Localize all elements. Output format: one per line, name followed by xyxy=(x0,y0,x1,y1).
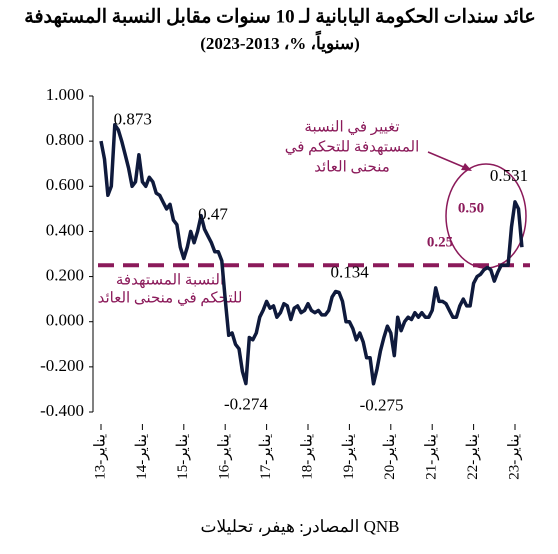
x-tick-label: يناير-15 xyxy=(175,434,191,480)
x-tick-label: يناير-13 xyxy=(92,434,108,480)
source-note: المصادر: هيفر، تحليلات QNB xyxy=(201,517,400,537)
data-label: 0.47 xyxy=(198,205,228,224)
x-tick-label: يناير-16 xyxy=(217,434,233,480)
x-tick-label: يناير-18 xyxy=(299,434,315,480)
arrow xyxy=(427,151,467,169)
y-tick-label: 1.000 xyxy=(46,85,84,104)
x-tick-label: يناير-21 xyxy=(424,434,440,480)
y-tick-label: 0.600 xyxy=(46,175,84,194)
chart-subtitle: (سنوياً، %، 2013-2023) xyxy=(200,30,360,54)
y-tick-label: 0.800 xyxy=(46,130,84,149)
data-label: -0.274 xyxy=(224,394,268,413)
y-tick-label: 0.400 xyxy=(46,220,84,239)
x-tick-label: يناير-20 xyxy=(382,434,398,480)
arrow-head xyxy=(461,163,472,171)
reference-note: للتحكم في منحنى العائد xyxy=(98,290,243,306)
new-target-value: 0.50 xyxy=(458,200,484,216)
x-tick-label: يناير-23 xyxy=(506,434,522,480)
new-target-note: منحنى العائد xyxy=(314,159,390,175)
data-label: 0.873 xyxy=(114,110,152,129)
chart-title: عائد سندات الحكومة اليابانية لـ 10 سنوات… xyxy=(24,6,535,27)
y-tick-label: 0.200 xyxy=(46,265,84,284)
x-tick-label: يناير-22 xyxy=(465,434,481,480)
x-tick-label: يناير-17 xyxy=(258,434,274,480)
new-target-note: تغيير في النسبة xyxy=(304,119,399,135)
y-tick-label: 0.000 xyxy=(46,311,84,330)
data-label: -0.275 xyxy=(360,396,404,415)
new-target-note: المستهدفة للتحكم في xyxy=(285,139,420,155)
x-tick-label: يناير-19 xyxy=(341,434,357,480)
y-tick-label: -0.200 xyxy=(40,356,84,375)
reference-value: 0.25 xyxy=(427,235,453,251)
data-label: 0.134 xyxy=(330,262,369,281)
y-tick-label: -0.400 xyxy=(40,401,84,420)
reference-note: النسبة المستهدفة xyxy=(116,272,224,288)
data-label: 0.531 xyxy=(490,166,528,185)
data-line xyxy=(99,122,524,386)
x-tick-label: يناير-14 xyxy=(134,434,150,480)
